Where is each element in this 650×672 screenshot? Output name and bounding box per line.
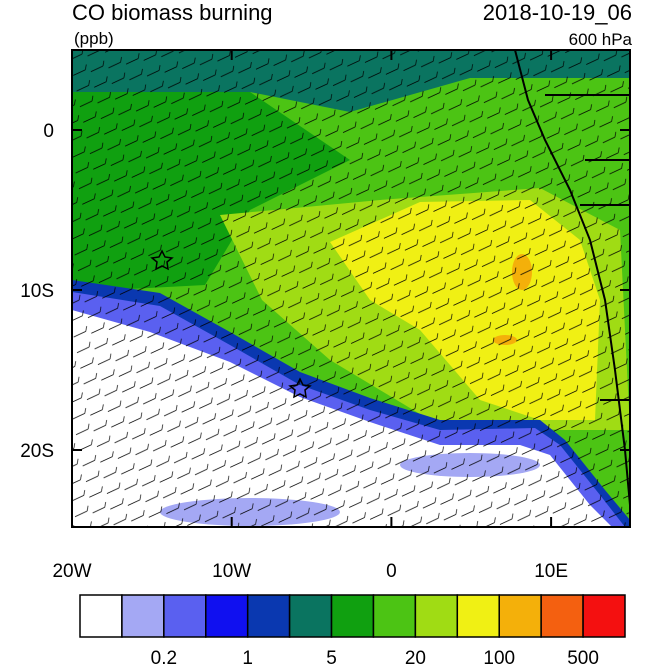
y-tick-label: 10S bbox=[20, 281, 54, 302]
colorbar-box bbox=[498, 594, 542, 638]
colorbar-box bbox=[121, 594, 165, 638]
colorbar-label: 500 bbox=[567, 648, 599, 667]
x-tick-label: 20W bbox=[52, 561, 91, 582]
y-tick-label: 20S bbox=[20, 441, 54, 462]
colorbar-label: 1 bbox=[242, 648, 253, 667]
colorbar-label: 0.2 bbox=[151, 648, 177, 667]
colorbar-box bbox=[582, 594, 626, 638]
map-frame bbox=[71, 49, 631, 528]
date: 2018-10-19_06 bbox=[483, 0, 632, 25]
colorbar-box bbox=[163, 594, 207, 638]
y-tick-label: 0 bbox=[43, 121, 54, 142]
colorbar-label: 20 bbox=[405, 648, 426, 667]
colorbar-box bbox=[330, 594, 375, 638]
x-tick-label: 10W bbox=[212, 561, 251, 582]
map-field bbox=[72, 50, 630, 527]
colorbar-box bbox=[540, 594, 584, 638]
colorbar-box bbox=[414, 594, 459, 638]
x-tick-label: 0 bbox=[386, 561, 397, 582]
colorbar-label: 100 bbox=[483, 648, 515, 667]
colorbar-box bbox=[288, 594, 333, 638]
colorbar-label: 5 bbox=[326, 648, 337, 667]
x-tick-label: 10E bbox=[534, 561, 568, 582]
units: (ppb) bbox=[74, 29, 114, 48]
colorbar-box bbox=[79, 594, 123, 638]
colorbar-box bbox=[372, 594, 417, 638]
title: CO biomass burning bbox=[72, 0, 273, 25]
colorbar-box bbox=[205, 594, 249, 638]
colorbar-box bbox=[246, 594, 291, 638]
level: 600 hPa bbox=[569, 30, 633, 49]
colorbar-box bbox=[456, 594, 500, 638]
